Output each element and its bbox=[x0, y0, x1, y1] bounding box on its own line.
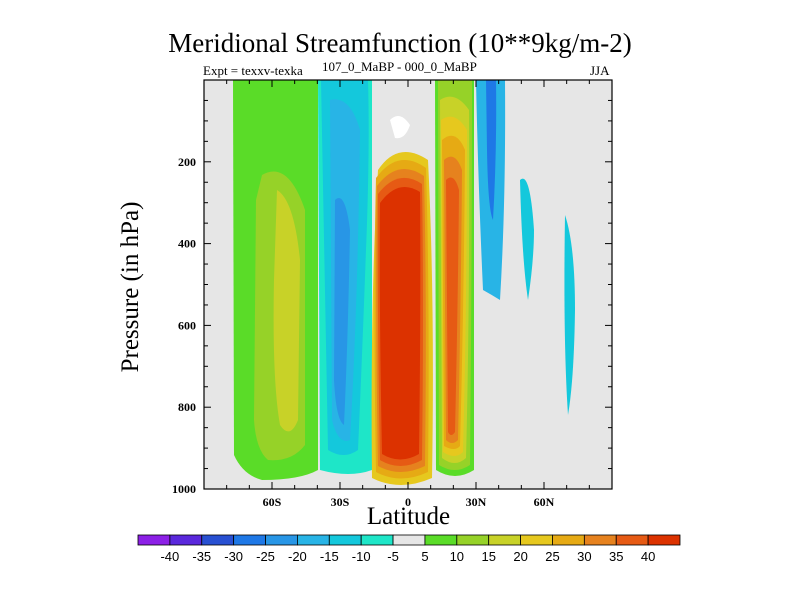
y-tick-label: 600 bbox=[178, 318, 196, 332]
x-tick-label: 0 bbox=[405, 495, 411, 509]
experiment-label: Expt = texxv-texka bbox=[203, 63, 303, 78]
colorbar-swatch bbox=[297, 534, 330, 546]
y-tick-label: 400 bbox=[178, 237, 196, 251]
colorbar-label: 35 bbox=[609, 549, 623, 564]
colorbar-label: -40 bbox=[160, 549, 179, 564]
colorbar-label: -25 bbox=[256, 549, 275, 564]
season-label: JJA bbox=[590, 63, 610, 78]
colorbar-swatch bbox=[201, 534, 235, 546]
contour-white-gap bbox=[390, 116, 410, 139]
x-tick-label: 30S bbox=[331, 495, 350, 509]
colorbar-label: 30 bbox=[577, 549, 591, 564]
colorbar-swatch bbox=[424, 534, 458, 546]
y-tick-label: 200 bbox=[178, 155, 196, 169]
contour-fills bbox=[233, 80, 575, 485]
colorbar-swatch bbox=[488, 534, 521, 546]
colorbar: -40 -35 -30 -25 -20 -15 -10 -5 5 10 15 20 25 30 35 40 bbox=[137, 534, 681, 564]
colorbar-swatch bbox=[456, 534, 490, 546]
contour-sh-yellow bbox=[273, 190, 300, 432]
colorbar-swatch bbox=[647, 534, 681, 546]
colorbar-label: 10 bbox=[450, 549, 464, 564]
y-tick-label: 800 bbox=[178, 400, 196, 414]
colorbar-label: 25 bbox=[545, 549, 559, 564]
colorbar-label: 20 bbox=[513, 549, 527, 564]
colorbar-label: 5 bbox=[421, 549, 428, 564]
colorbar-swatch bbox=[615, 534, 649, 546]
colorbar-swatch bbox=[583, 534, 617, 546]
colorbar-swatch bbox=[137, 534, 171, 546]
colorbar-label: -35 bbox=[192, 549, 211, 564]
x-tick-label: 60S bbox=[263, 495, 282, 509]
colorbar-swatch bbox=[265, 534, 298, 546]
difference-label: 107_0_MaBP - 000_0_MaBP bbox=[322, 59, 477, 74]
colorbar-swatch bbox=[233, 534, 266, 546]
x-tick-label: 60N bbox=[534, 495, 555, 509]
contour-sh-blue bbox=[334, 198, 350, 425]
contour-nh-cyan-blob bbox=[520, 178, 534, 300]
colorbar-swatch bbox=[360, 534, 394, 546]
colorbar-label: -30 bbox=[224, 549, 243, 564]
colorbar-label: 15 bbox=[481, 549, 495, 564]
contour-nh-blue bbox=[486, 80, 497, 220]
contour-nh-high-lat bbox=[564, 215, 575, 415]
x-tick-label: 30N bbox=[466, 495, 487, 509]
colorbar-label: -10 bbox=[352, 549, 371, 564]
colorbar-label: -15 bbox=[320, 549, 339, 564]
x-axis-label: Latitude bbox=[366, 503, 451, 530]
colorbar-swatch bbox=[552, 534, 585, 546]
colorbar-swatch bbox=[169, 534, 203, 546]
colorbar-label: -5 bbox=[387, 549, 399, 564]
chart-title: Meridional Streamfunction (10**9kg/m-2) bbox=[168, 28, 632, 58]
colorbar-swatch bbox=[520, 534, 553, 546]
colorbar-label: -20 bbox=[288, 549, 307, 564]
y-tick-label: 1000 bbox=[172, 482, 196, 496]
contour-nh-red-orange bbox=[446, 177, 459, 436]
contour-eq-red bbox=[379, 186, 421, 460]
colorbar-label: 40 bbox=[641, 549, 655, 564]
colorbar-swatch bbox=[328, 534, 362, 546]
axis-ticks: 60S 30S 0 30N 60N 200 400 600 800 1000 bbox=[172, 80, 612, 509]
colorbar-swatch bbox=[392, 534, 426, 546]
